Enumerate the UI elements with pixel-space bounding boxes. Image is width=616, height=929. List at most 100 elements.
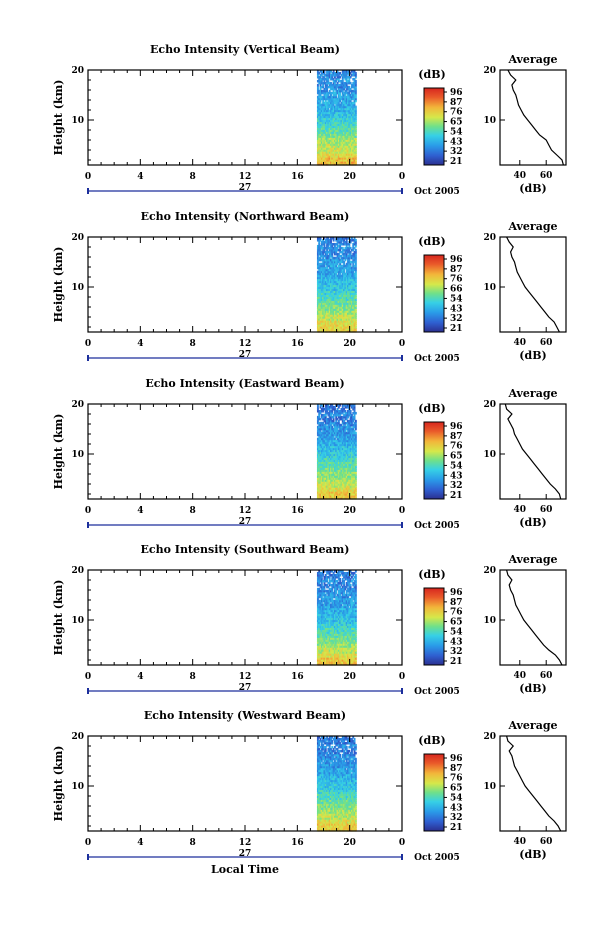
heatmap-cell — [333, 451, 336, 455]
heatmap-cell — [318, 157, 321, 160]
heatmap-cell — [335, 79, 338, 83]
heatmap-cell — [345, 137, 348, 140]
heatmap-cell — [318, 575, 321, 579]
heatmap-cell — [353, 272, 356, 276]
heatmap-cell — [332, 79, 335, 83]
heatmap-cell — [324, 413, 327, 417]
heatmap-cell — [336, 125, 339, 128]
heatmap-cell — [322, 254, 325, 258]
heatmap-cell — [353, 149, 356, 152]
heatmap-cell — [333, 591, 336, 595]
heatmap-cell — [328, 605, 331, 609]
heatmap-cell — [328, 635, 331, 638]
heatmap-cell — [353, 481, 356, 484]
heatmap-cell — [332, 459, 335, 462]
heatmap-cell — [344, 451, 347, 455]
heatmap-cell — [322, 421, 325, 425]
heatmap-cell — [326, 645, 329, 648]
heatmap-cell — [339, 481, 342, 484]
heatmap-cell — [340, 117, 343, 121]
heatmap-cell — [347, 280, 349, 284]
heatmap-cell — [320, 651, 323, 654]
heatmap-cell — [335, 129, 338, 132]
heatmap-cell — [320, 451, 323, 455]
heatmap-cell — [348, 288, 351, 292]
heatmap-cell — [331, 286, 334, 290]
heatmap-cell — [319, 151, 322, 154]
heatmap-cell — [336, 242, 339, 246]
heatmap-cell — [345, 115, 348, 119]
heatmap-cell — [335, 109, 338, 113]
heatmap-cell — [326, 326, 329, 329]
heatmap-cell — [352, 272, 355, 276]
heatmap-cell — [330, 597, 332, 601]
heatmap-cell — [328, 589, 331, 593]
heatmap-cell — [328, 473, 331, 476]
heatmap-cell — [353, 256, 356, 260]
heatmap-cell — [337, 483, 340, 486]
heatmap-cell — [330, 609, 332, 613]
heatmap-cell — [316, 631, 319, 634]
heatmap-cell — [326, 256, 329, 260]
heatmap-cell — [354, 471, 357, 474]
x-tick-label: 16 — [291, 339, 304, 349]
heatmap-cell — [339, 131, 342, 134]
heatmap-cell — [316, 290, 319, 294]
heatmap-cell — [353, 404, 356, 407]
heatmap-cell — [333, 292, 336, 295]
heatmap-cell — [352, 425, 355, 429]
heatmap-cell — [328, 256, 331, 260]
heatmap-cell — [337, 461, 340, 464]
heatmap-cell — [332, 288, 335, 292]
heatmap-cell — [322, 324, 325, 327]
heatmap-cell — [333, 137, 336, 140]
heatmap-cell — [341, 284, 344, 288]
heatmap-cell — [320, 89, 323, 93]
heatmap-cell — [322, 111, 325, 115]
heatmap-cell — [323, 119, 326, 123]
heatmap-cell — [320, 121, 323, 125]
heatmap-cell — [323, 645, 326, 648]
heatmap-cell — [332, 405, 335, 409]
heatmap-cell — [345, 252, 348, 256]
heatmap-cell — [328, 147, 331, 150]
heatmap-cell — [328, 495, 331, 498]
heatmap-cell — [350, 324, 353, 327]
heatmap-cell — [343, 443, 346, 447]
heatmap-cell — [343, 290, 346, 294]
heatmap-cell — [322, 135, 325, 138]
heatmap-cell — [324, 404, 327, 407]
heatmap-cell — [328, 260, 331, 264]
heatmap-cell — [345, 97, 348, 101]
heatmap-cell — [335, 302, 338, 305]
heatmap-cell — [324, 573, 327, 577]
heatmap-cell — [350, 471, 353, 474]
heatmap-cell — [326, 95, 329, 99]
heatmap-cell — [352, 320, 355, 323]
heatmap-cell — [335, 467, 338, 470]
heatmap-cell — [348, 274, 351, 278]
heatmap-cell — [326, 457, 329, 461]
heatmap-cell — [343, 240, 346, 244]
heatmap-cell — [344, 111, 347, 115]
heatmap-cell — [352, 115, 355, 119]
heatmap-cell — [341, 81, 344, 85]
heatmap-cell — [336, 463, 339, 466]
heatmap-cell — [339, 300, 342, 303]
heatmap-cell — [332, 268, 335, 272]
heatmap-cell — [327, 663, 330, 666]
heatmap-cell — [345, 250, 348, 254]
heatmap-cell — [339, 288, 342, 292]
heatmap-cell — [333, 589, 336, 593]
heatmap-cell — [353, 143, 356, 146]
heatmap-cell — [323, 663, 326, 666]
heatmap-cell — [328, 322, 331, 325]
heatmap-cell — [337, 159, 340, 162]
heatmap-cell — [343, 495, 346, 498]
heatmap-cell — [328, 489, 331, 492]
heatmap-cell — [328, 133, 331, 136]
heatmap-cell — [337, 477, 340, 480]
heatmap-cell — [319, 631, 322, 634]
heatmap-cell — [353, 326, 356, 329]
heatmap-cell — [316, 431, 319, 435]
